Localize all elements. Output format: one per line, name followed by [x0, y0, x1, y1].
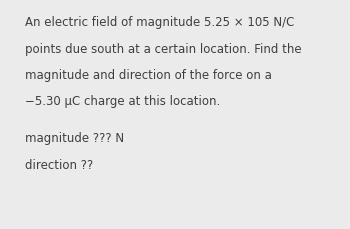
- Text: magnitude and direction of the force on a: magnitude and direction of the force on …: [25, 69, 271, 82]
- Text: points due south at a certain location. Find the: points due south at a certain location. …: [25, 42, 301, 55]
- Text: −5.30 μC charge at this location.: −5.30 μC charge at this location.: [25, 95, 220, 108]
- Text: An electric field of magnitude 5.25 × 105 N/C: An electric field of magnitude 5.25 × 10…: [25, 16, 294, 29]
- Text: direction ??: direction ??: [25, 158, 93, 171]
- Text: magnitude ??? N: magnitude ??? N: [25, 132, 124, 145]
